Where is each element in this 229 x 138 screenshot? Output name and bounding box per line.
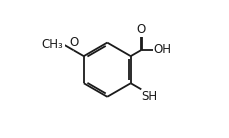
Text: O: O xyxy=(69,36,78,49)
Text: CH₃: CH₃ xyxy=(41,38,63,51)
Text: OH: OH xyxy=(153,43,171,56)
Text: O: O xyxy=(136,23,145,36)
Text: SH: SH xyxy=(141,90,157,103)
